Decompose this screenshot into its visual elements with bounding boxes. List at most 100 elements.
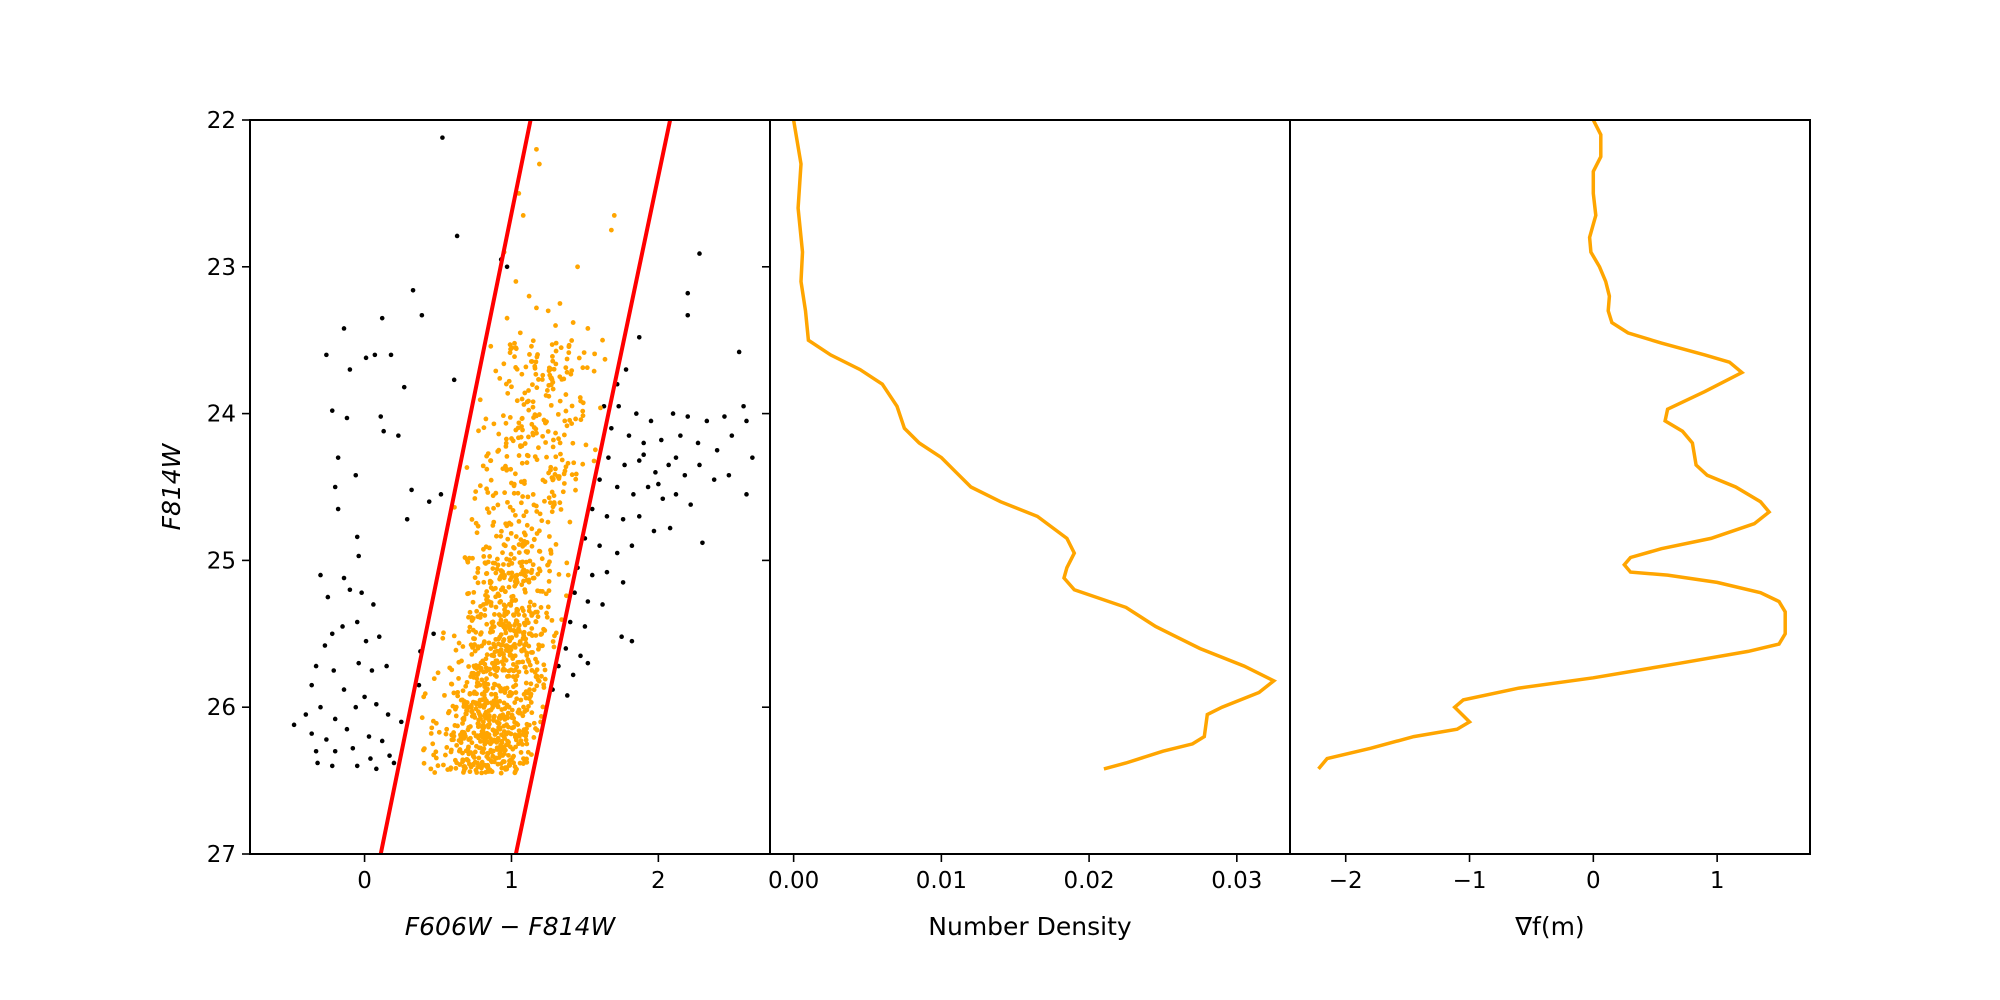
selected-star-point <box>520 608 526 614</box>
selected-star-point <box>490 705 495 711</box>
selected-star-point <box>522 390 528 396</box>
selected-star-point <box>530 492 536 497</box>
selected-star-point <box>523 737 529 743</box>
selected-star-point <box>516 550 522 555</box>
selected-star-point <box>569 368 575 374</box>
cmd-x-axis-ticks: 0 1 2 <box>357 854 666 894</box>
selected-star-point <box>501 562 506 567</box>
selected-star-point <box>504 702 510 708</box>
selected-star-point <box>474 733 480 739</box>
selected-star-point <box>513 534 519 539</box>
selected-star-point <box>583 442 589 448</box>
y-tick-label: 23 <box>207 255 236 281</box>
field-star-point <box>451 377 457 383</box>
selected-star-point <box>486 724 491 730</box>
field-star-point <box>589 572 595 578</box>
selected-star-point <box>469 702 474 708</box>
field-star-point <box>387 753 392 758</box>
selected-star-point <box>454 742 460 748</box>
selected-star-point <box>503 766 508 772</box>
selected-star-point <box>467 609 473 615</box>
selected-star-point <box>429 725 435 731</box>
field-star-point <box>582 624 588 629</box>
selected-star-point <box>527 558 533 564</box>
selected-star-point <box>508 667 514 673</box>
selected-star-point <box>533 503 539 509</box>
field-star-point <box>431 631 436 637</box>
selected-star-point <box>518 537 524 543</box>
selected-star-point <box>498 533 504 539</box>
field-star-point <box>636 458 642 463</box>
selected-star-point <box>472 700 478 706</box>
selected-star-point <box>536 528 542 534</box>
selected-star-point <box>532 670 538 675</box>
selected-star-point <box>500 466 506 472</box>
selected-star-point <box>513 345 519 351</box>
selected-star-point <box>557 398 563 404</box>
selected-star-point <box>504 556 510 562</box>
selected-star-point <box>541 682 547 688</box>
field-star-point <box>350 746 356 751</box>
selected-star-point <box>475 523 481 529</box>
selected-star-point <box>525 620 531 626</box>
selected-star-point <box>435 763 441 769</box>
field-star-point <box>332 716 338 722</box>
field-star-point <box>606 455 611 460</box>
selected-star-point <box>528 650 534 655</box>
selected-star-point <box>526 398 531 404</box>
selected-star-point <box>530 562 536 568</box>
selected-star-point <box>539 377 545 382</box>
selected-star-point <box>521 756 526 762</box>
selected-star-point <box>494 658 500 664</box>
selected-star-point <box>540 704 546 710</box>
selected-star-point <box>484 589 490 594</box>
selected-star-point <box>500 413 506 419</box>
selected-star-point <box>611 213 617 218</box>
selected-star-point <box>527 599 533 605</box>
field-star-point <box>340 624 345 629</box>
selected-star-point <box>526 631 532 637</box>
selected-star-point <box>550 639 556 644</box>
selected-star-point <box>553 466 558 472</box>
selected-star-point <box>522 441 528 446</box>
field-star-point <box>641 452 646 458</box>
selected-star-point <box>536 161 542 167</box>
selected-star-point <box>488 671 493 677</box>
field-star-point <box>651 528 657 534</box>
selected-star-point <box>561 471 567 477</box>
selected-star-point <box>488 736 493 741</box>
selected-star-point <box>516 622 522 628</box>
selected-star-point <box>448 747 454 753</box>
selected-star-point <box>498 770 504 776</box>
selected-star-point <box>484 506 490 512</box>
selected-star-point <box>467 769 473 775</box>
selected-star-point <box>477 711 482 717</box>
selected-star-point <box>511 684 516 690</box>
selected-star-point <box>564 593 569 599</box>
selected-star-point <box>542 667 548 673</box>
selected-star-point <box>502 687 508 693</box>
selected-star-point <box>444 745 450 750</box>
selected-star-point <box>497 375 503 381</box>
selected-star-point <box>499 765 505 771</box>
selected-star-point <box>520 559 525 565</box>
selected-star-point <box>514 664 520 670</box>
selected-star-point <box>513 690 519 695</box>
selected-star-point <box>533 371 539 377</box>
field-star-point <box>372 352 378 358</box>
field-star-point <box>744 492 749 497</box>
selected-star-point <box>561 481 567 486</box>
selected-star-point <box>451 690 457 696</box>
selected-star-point <box>519 396 525 402</box>
selected-star-point <box>501 637 507 642</box>
selected-star-point <box>512 732 518 738</box>
selected-star-point <box>533 619 539 625</box>
selected-star-point <box>565 572 571 578</box>
selected-star-point <box>484 453 490 459</box>
selected-star-point <box>492 649 498 655</box>
selected-star-point <box>522 532 528 538</box>
selected-star-point <box>509 480 514 486</box>
selected-star-point <box>492 732 498 737</box>
cmd-panel: 0 1 2 22 23 24 25 26 27 F606W − F814W F814W <box>157 108 771 941</box>
selected-star-point <box>592 351 598 357</box>
